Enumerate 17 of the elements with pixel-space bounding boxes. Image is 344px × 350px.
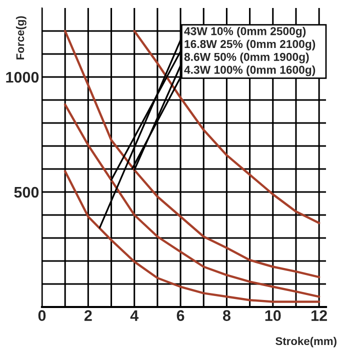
line-series [64, 103, 320, 298]
x-tick-label: 8 [222, 310, 230, 321]
annotation: 16.8W 25% (0mm 2100g) [184, 40, 316, 50]
x-tick-label: 0 [38, 310, 46, 321]
x-tick-label: 10 [265, 310, 281, 321]
y-axis-title: Force(g) [16, 16, 26, 60]
annotation: 43W 10% (0mm 2500g) [184, 26, 306, 38]
x-tick-label: 2 [84, 310, 92, 321]
annotation: 8.6W 50% (0mm 1900g) [184, 52, 309, 64]
x-tick-label: 12 [312, 310, 327, 321]
x-tick-label: 6 [176, 310, 184, 321]
annotation: 4.3W 100% (0mm 1600g) [184, 65, 316, 76]
line-series [64, 170, 320, 303]
x-tick-label: 4 [130, 310, 139, 321]
y-tick-label: 1000 [6, 72, 39, 83]
x-axis-title: Stroke(mm) [276, 336, 336, 348]
y-tick-label: 500 [14, 186, 39, 198]
